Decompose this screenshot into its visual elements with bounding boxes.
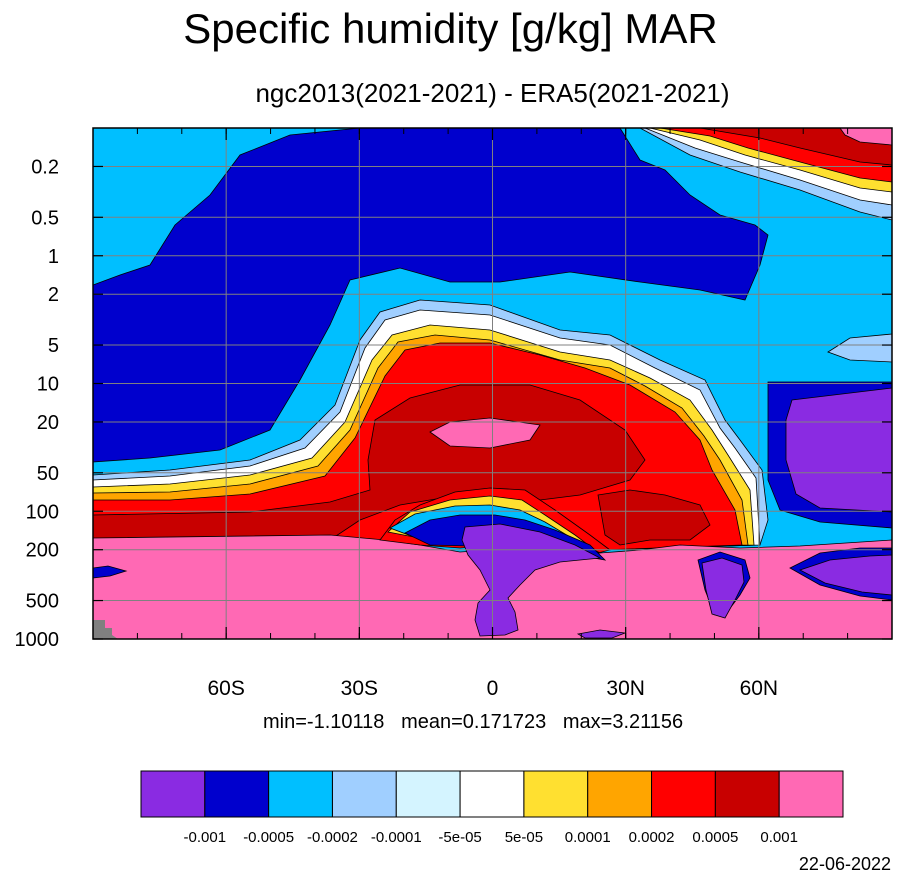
x-tick-label: 60N: [740, 677, 779, 700]
colorbar-label: 0.0005: [692, 829, 738, 846]
colorbar-swatch: [459, 770, 525, 818]
y-tick-label: 20: [37, 412, 59, 434]
colorbar-label: 5e-05: [505, 829, 543, 846]
colorbar-swatch: [778, 770, 844, 818]
colorbar-label: 0.0002: [629, 829, 675, 846]
contour-north-purple: [701, 557, 745, 619]
x-tick-label: 0: [487, 677, 499, 700]
grid: [93, 128, 892, 639]
plot-frame: [92, 127, 893, 640]
colorbar-label: 0.0001: [565, 829, 611, 846]
y-tick-label: 2: [48, 284, 59, 306]
colorbar: -0.001 -0.0005 -0.0002 -0.0001 -5e-05 5e-05 0.…: [140, 770, 844, 846]
colorbar-swatch: [523, 770, 589, 818]
colorbar-swatch: [714, 770, 780, 818]
x-tick-label: 60S: [207, 677, 244, 700]
colorbar-swatch: [268, 770, 333, 818]
y-tick-label: 0.5: [31, 207, 59, 229]
x-tick-label: 30S: [341, 677, 378, 700]
contour-pink-core: [429, 417, 541, 449]
y-tick-label: 10: [37, 374, 59, 396]
contour-equator-purple: [461, 523, 602, 637]
colorbar-swatch: [651, 770, 716, 818]
chart-title: Specific humidity [g/kg] MAR: [183, 5, 718, 52]
y-tick-label: 500: [26, 591, 59, 613]
stat-mean: mean=0.171723: [401, 711, 547, 733]
contour-top-right-dark-red: [699, 128, 892, 166]
stat-min: min=-1.10118: [263, 711, 385, 733]
colorbar-swatch: [204, 770, 270, 818]
contour-top-right-pink: [839, 128, 892, 146]
contour-south-streak: [93, 565, 128, 579]
colorbar-label: 0.001: [760, 829, 798, 846]
y-tick-label: 50: [37, 463, 59, 485]
y-tick-label: 200: [26, 540, 59, 562]
y-axis: 0.2 0.5 1 2 5 10 20 50 100 200 500 1000: [15, 156, 892, 651]
contour-dark-blue: [93, 128, 769, 463]
colorbar-label: -0.0001: [371, 829, 422, 846]
x-tick-label: 30N: [606, 677, 645, 700]
stats-line: min=-1.10118 mean=0.171723 max=3.21156: [263, 708, 683, 736]
colorbar-swatch: [331, 770, 397, 818]
colorbar-label: -0.0002: [307, 829, 358, 846]
contour-right-purple: [785, 387, 892, 513]
y-tick-label: 100: [26, 501, 59, 523]
colorbar-swatch: [587, 770, 653, 818]
y-tick-label: 5: [48, 335, 59, 357]
colorbar-swatch: [395, 770, 461, 818]
colorbar-label: -0.001: [184, 829, 227, 846]
y-tick-label: 0.2: [31, 156, 59, 178]
colorbar-label: -5e-05: [438, 829, 481, 846]
contour-surface-purple: [576, 629, 626, 639]
y-tick-label: 1: [48, 246, 59, 268]
chart-subtitle: ngc2013(2021-2021) - ERA5(2021-2021): [255, 78, 730, 108]
contour-far-right-purple: [798, 554, 892, 596]
contour-right-pale-patch: [827, 333, 892, 363]
stat-max: max=3.21156: [562, 711, 684, 733]
date-stamp: 22-06-2022: [798, 854, 891, 874]
colorbar-label: -0.0005: [243, 829, 294, 846]
x-axis: 60S 30S 0 30N 60N: [136, 128, 849, 700]
terrain-mask: [93, 620, 118, 639]
colorbar-swatch: [140, 770, 206, 818]
y-tick-label: 1000: [15, 629, 60, 651]
